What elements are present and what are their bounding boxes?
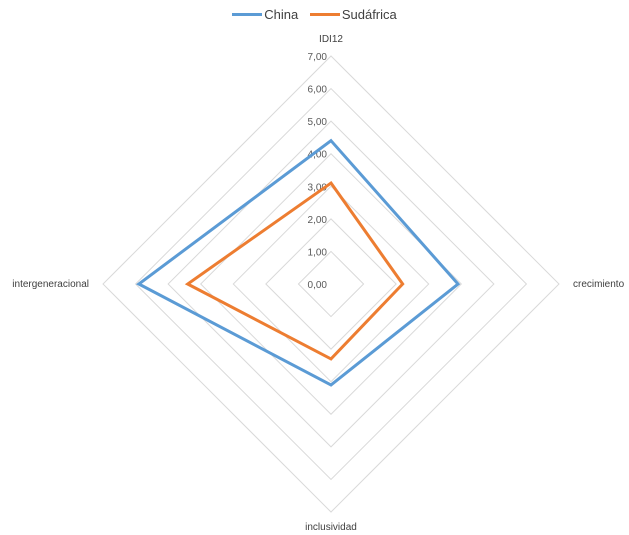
legend-item-china: China — [232, 7, 298, 22]
grid-ring-7 — [102, 55, 560, 513]
legend-label-china: China — [264, 7, 299, 22]
axis-labels: IDI12 crecimiento inclusividad intergenerac… — [12, 34, 624, 533]
radar-grid — [102, 55, 560, 513]
legend-swatch-china — [232, 13, 263, 16]
tick-label: 5,00 — [308, 117, 328, 128]
grid-ring-5 — [167, 120, 495, 448]
tick-label: 0,00 — [308, 280, 328, 291]
axis-label-idi12: IDI12 — [319, 34, 343, 45]
axis-label-crecimiento: crecimiento — [573, 279, 625, 290]
axis-label-intergeneracional: intergeneracional — [12, 279, 89, 290]
series-layer — [136, 138, 461, 387]
legend-label-sudafrica: Sudáfrica — [341, 7, 397, 22]
grid-ring-6 — [134, 87, 528, 481]
tick-label: 4,00 — [308, 150, 328, 161]
radial-tick-labels: 0,00 1,00 2,00 3,00 4,00 5,00 6,00 7,00 — [308, 52, 328, 291]
grid-ring-2 — [265, 218, 397, 350]
axis-label-inclusividad: inclusividad — [305, 522, 357, 533]
series-line-china — [136, 138, 461, 387]
tick-label: 1,00 — [308, 247, 328, 258]
tick-label: 6,00 — [308, 85, 328, 96]
legend-swatch-sudafrica — [309, 13, 340, 16]
grid-ring-1 — [297, 250, 365, 318]
tick-label: 2,00 — [308, 215, 328, 226]
grid-ring-4 — [200, 153, 462, 415]
tick-label: 7,00 — [308, 52, 328, 63]
grid-ring-3 — [232, 185, 430, 383]
series-line-sudafrica — [184, 180, 405, 361]
legend: China Sudáfrica — [0, 4, 629, 22]
legend-item-sudafrica: Sudáfrica — [309, 7, 397, 22]
tick-label: 3,00 — [308, 182, 328, 193]
